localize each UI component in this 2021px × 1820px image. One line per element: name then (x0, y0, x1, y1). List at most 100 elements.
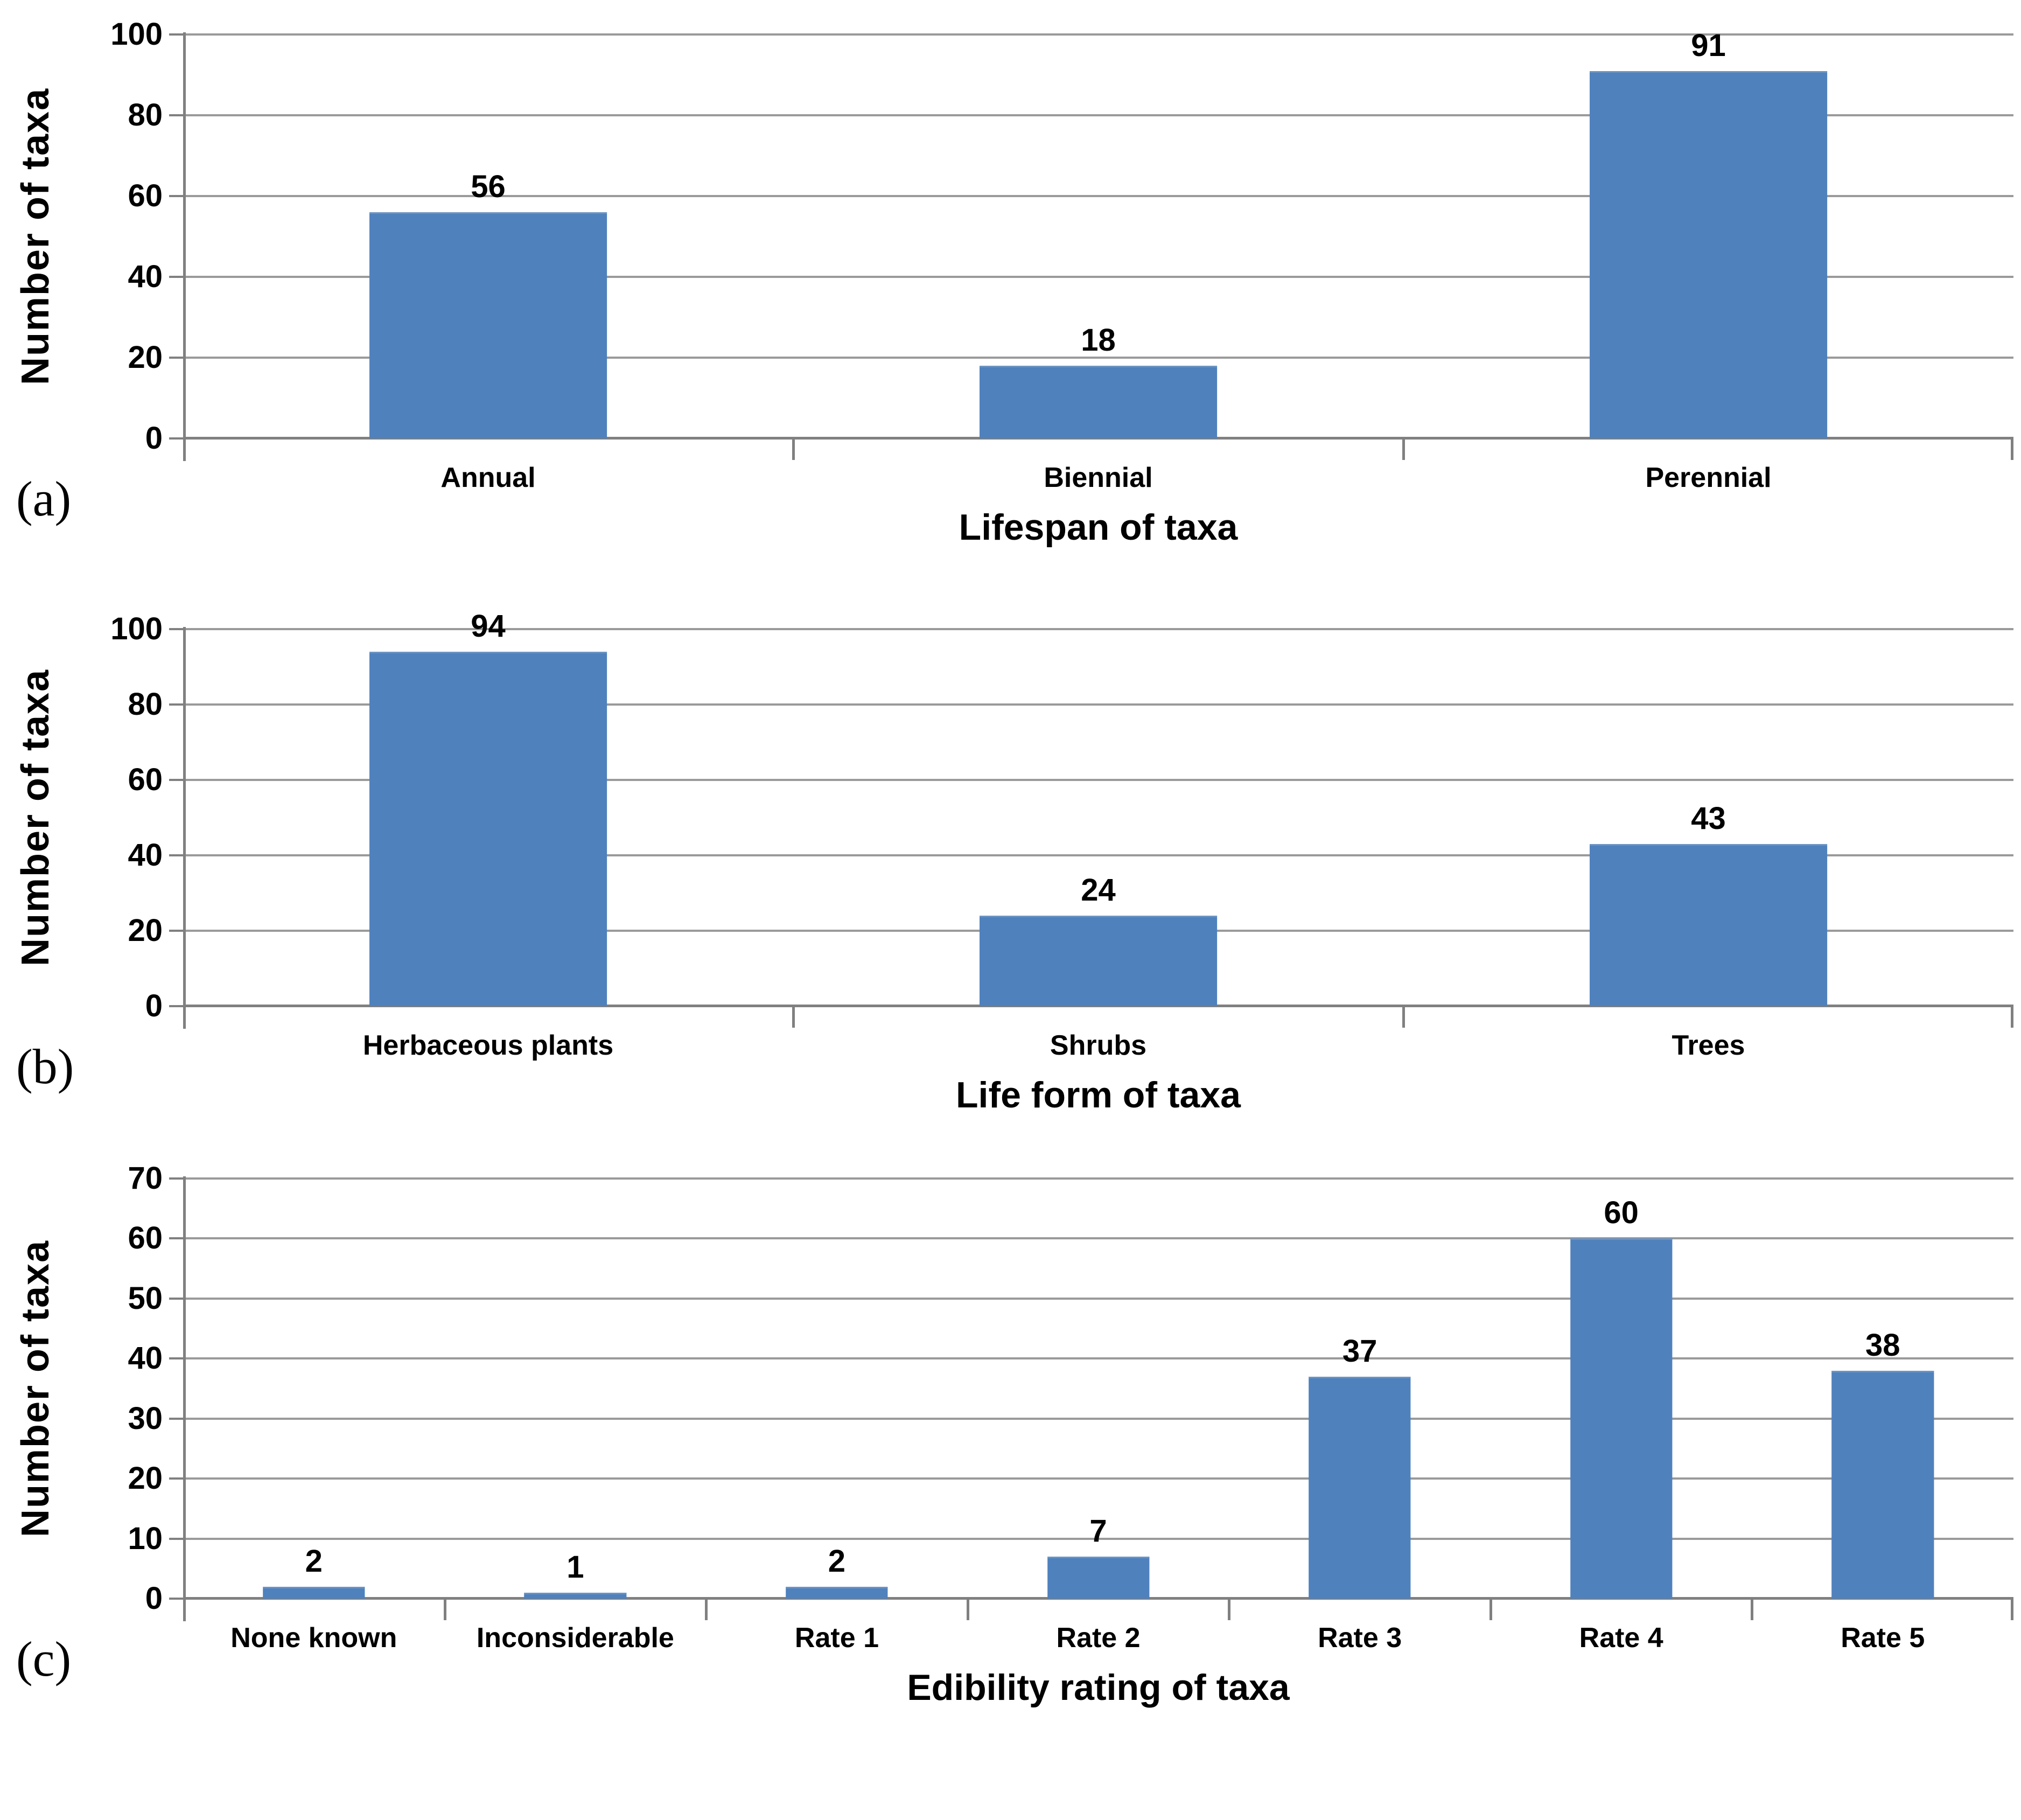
y-axis-tick (169, 1477, 183, 1480)
x-axis-title: Life form of taxa (956, 1075, 1241, 1115)
panel-c: Number of taxa 0 10 20 30 40 50 60 70 2 1 2 7 37 60 38 … (0, 1162, 2021, 1714)
gridline (183, 1537, 2013, 1540)
y-axis-title: Number of taxa (14, 87, 57, 386)
y-axis-tick (169, 1177, 183, 1180)
category-label: Inconsiderable (476, 1622, 674, 1654)
bar-slot: 60 (1491, 1179, 1752, 1599)
gridline (183, 703, 2013, 706)
gridline (183, 195, 2013, 197)
chart-b: Number of taxa 0 20 40 60 80 100 94 24 43 (14, 611, 2013, 1029)
y-tick-label: 0 (145, 988, 163, 1023)
chart-c: Number of taxa 0 10 20 30 40 50 60 70 2 1 2 7 37 60 38 (14, 1162, 2013, 1621)
gridline (183, 1477, 2013, 1480)
category-boundary-tick (1751, 1599, 1754, 1620)
bar-value-label: 56 (471, 169, 506, 204)
bar-value-label: 60 (1604, 1195, 1639, 1231)
bar (1309, 1376, 1411, 1599)
category-label: Herbaceous plants (362, 1030, 614, 1061)
bar-slot: 37 (1229, 1179, 1491, 1599)
category-label: None known (230, 1622, 397, 1654)
category-boundary-tick (792, 1006, 795, 1028)
y-axis-tick (169, 357, 183, 359)
y-axis-tick (169, 1598, 183, 1600)
category-boundary-tick (1402, 438, 1405, 460)
y-axis-tick (169, 703, 183, 706)
bar (1589, 844, 1828, 1006)
y-axis-tick (169, 1297, 183, 1300)
plot-area: 0 20 40 60 80 100 94 24 43 (110, 611, 2013, 1029)
y-tick-label: 30 (128, 1400, 163, 1436)
y-tick-label: 20 (128, 913, 163, 948)
gridline (183, 1297, 2013, 1300)
y-axis-tick (169, 1537, 183, 1540)
bar (263, 1586, 365, 1599)
bar (369, 652, 607, 1006)
bar (369, 212, 607, 438)
gridline (183, 1357, 2013, 1360)
bar-slot: 7 (968, 1179, 1229, 1599)
panel-label-c: (c) (16, 1631, 72, 1686)
y-tick-label: 80 (128, 97, 163, 133)
y-tick-label: 20 (128, 340, 163, 375)
chart-a: Number of taxa 0 20 40 60 80 100 56 18 91 (14, 18, 2013, 461)
panel-label-a: (a) (16, 471, 72, 526)
bar-value-label: 7 (1089, 1514, 1107, 1549)
gridline (183, 114, 2013, 116)
bar-value-label: 2 (305, 1543, 323, 1579)
category-label: Rate 4 (1579, 1622, 1663, 1654)
category-labels-row: Annual Biennial Perennial (183, 461, 2013, 494)
category-boundary-tick (705, 1599, 708, 1620)
bar-value-label: 38 (1865, 1327, 1900, 1363)
category-label: Rate 2 (1056, 1622, 1141, 1654)
gridline (183, 276, 2013, 278)
y-tick-label: 20 (128, 1461, 163, 1496)
y-axis-line (183, 32, 186, 461)
bar-value-label: 37 (1342, 1333, 1377, 1369)
bar-value-label: 91 (1691, 27, 1726, 63)
bar-slot: 43 (1403, 629, 2013, 1006)
category-label: Shrubs (1050, 1030, 1147, 1061)
y-axis-tick (169, 779, 183, 781)
gridline (183, 357, 2013, 359)
bar-slot: 18 (793, 34, 1403, 438)
y-tick-label: 100 (110, 611, 163, 646)
category-boundary-tick (443, 1599, 446, 1620)
bar (1047, 1557, 1150, 1599)
y-axis-tick (169, 1237, 183, 1240)
plot-area: 0 20 40 60 80 100 56 18 91 (110, 18, 2013, 461)
bar (1831, 1370, 1934, 1599)
bar (979, 916, 1218, 1006)
category-boundary-tick (1402, 1006, 1405, 1028)
y-axis-tick (169, 195, 183, 197)
y-axis-tick (169, 276, 183, 278)
y-axis-tick (169, 1357, 183, 1360)
panel-b: Number of taxa 0 20 40 60 80 100 94 24 43 Herbace… (0, 598, 2021, 1163)
y-tick-label: 40 (128, 1341, 163, 1376)
category-boundary-tick (1228, 1599, 1231, 1620)
gridline (183, 854, 2013, 856)
y-tick-label: 50 (128, 1280, 163, 1316)
plot-area: 0 10 20 30 40 50 60 70 2 1 2 7 37 60 38 (128, 1162, 2013, 1621)
bar (1589, 71, 1828, 438)
category-boundary-tick (2011, 1006, 2013, 1028)
category-label: Rate 5 (1841, 1622, 1925, 1654)
bar-slot: 91 (1403, 30, 2013, 438)
y-tick-label: 40 (128, 259, 163, 294)
y-tick-label: 40 (128, 838, 163, 873)
y-axis-tick (169, 33, 183, 36)
bar-slot: 1 (445, 1179, 707, 1599)
y-tick-label: 70 (128, 1161, 163, 1196)
y-tick-label: 0 (145, 421, 163, 456)
bar-slot: 24 (793, 629, 1403, 1006)
bar-value-label: 24 (1081, 873, 1116, 908)
bar-value-label: 1 (567, 1549, 584, 1585)
category-boundary-tick (966, 1599, 969, 1620)
category-boundary-tick (1489, 1599, 1492, 1620)
bar-slot: 2 (183, 1179, 445, 1599)
bar (786, 1586, 888, 1599)
gridline (183, 779, 2013, 781)
x-axis-title: Edibility rating of taxa (907, 1667, 1290, 1708)
y-axis-line (183, 627, 186, 1029)
bar-value-label: 18 (1081, 323, 1116, 358)
y-tick-label: 60 (128, 1221, 163, 1256)
